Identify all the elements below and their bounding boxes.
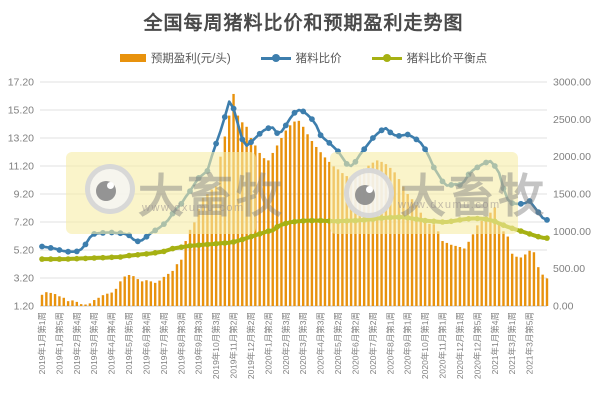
svg-text:3000.00: 3000.00 [553,77,591,89]
svg-text:1500.00: 1500.00 [553,189,591,201]
svg-text:2019年6月第4周: 2019年6月第4周 [141,312,151,374]
svg-text:2020年10月第1周: 2020年10月第1周 [420,312,430,379]
legend-item-balance-point[interactable]: 猪料比价平衡点 [371,50,488,66]
svg-text:2021年1月第4周: 2021年1月第4周 [490,312,500,374]
svg-text:2019年1月第5周: 2019年1月第5周 [54,312,64,374]
svg-text:2019年12月第2周: 2019年12月第2周 [246,312,256,379]
svg-text:2019年7月第4周: 2019年7月第4周 [159,312,169,374]
legend-item-expected-profit[interactable]: 预期盈利(元/头) [119,50,231,66]
svg-text:2020年8月第1周: 2020年8月第1周 [385,312,395,374]
svg-text:9.20: 9.20 [14,189,35,201]
svg-text:2019年5月第5周: 2019年5月第5周 [124,312,134,374]
chart-legend: 预期盈利(元/头) 猪料比价 猪料比价平衡点 [0,50,607,66]
legend-item-pig-feed-ratio[interactable]: 猪料比价 [260,50,342,66]
svg-text:0.00: 0.00 [553,301,574,313]
svg-text:1000.00: 1000.00 [553,226,591,238]
svg-text:2021年3月第1周: 2021年3月第1周 [507,312,517,374]
svg-text:2021年3月第5周: 2021年3月第5周 [525,312,535,374]
svg-text:2020年12月第1周: 2020年12月第1周 [455,312,465,379]
svg-text:3.20: 3.20 [14,273,35,285]
svg-text:2019年11月第2周: 2019年11月第2周 [229,312,239,378]
chart-title: 全国每周猪料比价和预期盈利走势图 [143,13,464,34]
svg-text:13.20: 13.20 [8,133,34,145]
legend-label-balance-point: 猪料比价平衡点 [406,53,488,65]
svg-text:5.20: 5.20 [14,245,35,257]
svg-text:2020年9月第1周: 2020年9月第1周 [403,312,413,374]
svg-text:2020年7月第2周: 2020年7月第2周 [368,312,378,374]
svg-text:2019年1月第1周: 2019年1月第1周 [37,312,47,374]
svg-text:2500.00: 2500.00 [553,114,591,126]
svg-text:2020年12月第5周: 2020年12月第5周 [472,312,482,379]
legend-label-expected-profit: 预期盈利(元/头) [150,53,231,65]
svg-text:2019年10月第3周: 2019年10月第3周 [211,312,221,379]
svg-text:2019年8月第3周: 2019年8月第3周 [176,312,186,374]
bar-swatch-icon [119,54,146,62]
line-marker-icon [371,54,402,62]
bars-expected-profit [40,93,549,306]
svg-text:2000.00: 2000.00 [553,151,591,163]
svg-text:7.20: 7.20 [14,217,35,229]
svg-text:15.20: 15.20 [8,105,34,117]
svg-text:2019年3月第4周: 2019年3月第4周 [89,312,99,374]
svg-text:17.20: 17.20 [8,77,34,89]
svg-text:2020年3月第3周: 2020年3月第3周 [298,312,308,374]
svg-text:2020年11月第1周: 2020年11月第1周 [438,312,448,378]
x-axis-labels: 2019年1月第1周 2019年1月第5周 2019年2月第4周 2019年3月第4周… [37,312,535,379]
svg-text:2019年2月第4周: 2019年2月第4周 [72,312,82,374]
svg-text:2020年4月第3周: 2020年4月第3周 [316,312,326,374]
svg-text:2020年1月第2周: 2020年1月第2周 [263,312,273,374]
svg-text:2019年4月第4周: 2019年4月第4周 [107,312,117,374]
svg-text:2020年6月第2周: 2020年6月第2周 [350,312,360,374]
axis-labels: 17.20 15.20 13.20 11.20 9.20 7.20 5.20 3.20 1.20… [8,77,591,313]
legend-label-pig-feed-ratio: 猪料比价 [295,53,342,65]
svg-text:11.20: 11.20 [9,161,35,173]
svg-text:500.00: 500.00 [553,263,585,275]
svg-text:2019年9月第3周: 2019年9月第3周 [194,312,204,374]
line-marker-icon [260,54,291,62]
svg-text:2020年2月第3周: 2020年2月第3周 [281,312,291,374]
svg-text:1.20: 1.20 [14,301,35,313]
svg-text:2020年5月第2周: 2020年5月第2周 [333,312,343,374]
